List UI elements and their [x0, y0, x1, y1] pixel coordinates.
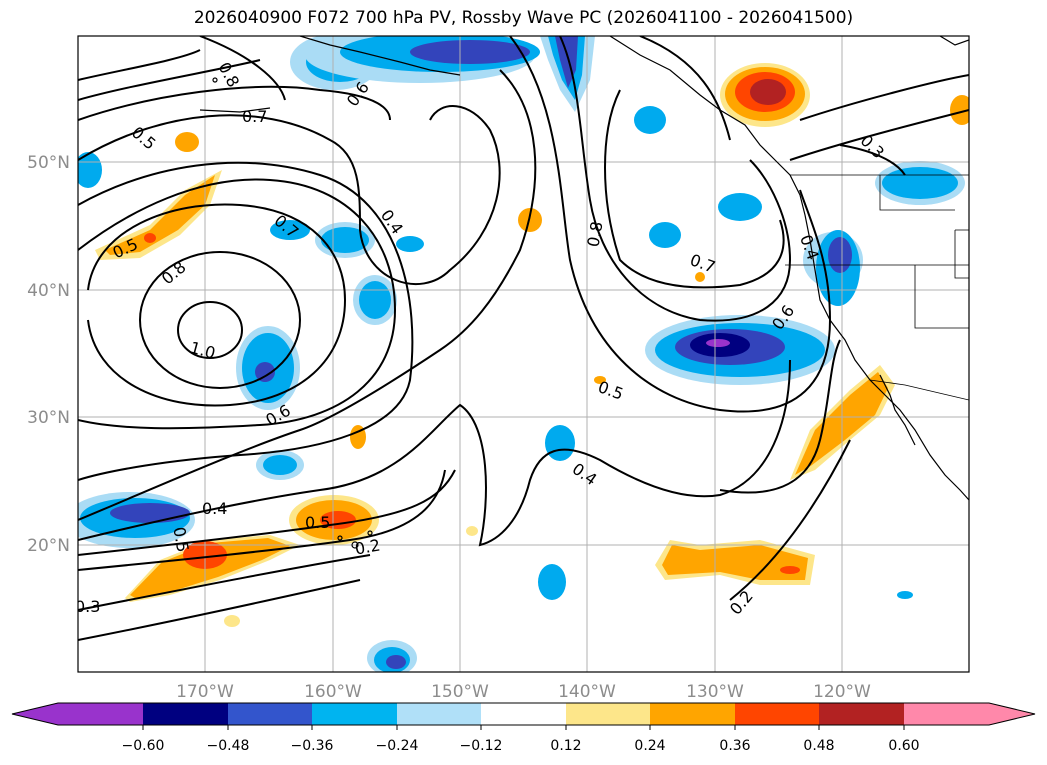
colorbar-segment — [143, 703, 228, 725]
lon-label-130w: 130°W — [686, 682, 744, 702]
colorbar-tick: 0.12 — [550, 738, 581, 754]
lat-label-50n: 50°N — [27, 153, 70, 173]
contour-label: 0.5 — [169, 525, 192, 553]
colorbar-tick: −0.24 — [376, 738, 419, 754]
colorbar-segment — [566, 703, 650, 725]
contour-label: 0.4 — [202, 499, 227, 518]
lon-label-120w: 120°W — [813, 682, 871, 702]
lat-label-30n: 30°N — [27, 408, 70, 428]
colorbar-segment — [312, 703, 397, 725]
lon-label-170w: 170°W — [176, 682, 234, 702]
colorbar-tick: −0.12 — [460, 738, 503, 754]
colorbar-tick: −0.60 — [122, 738, 165, 754]
lat-label-20n: 20°N — [27, 536, 70, 556]
contour-label: 0.5 — [305, 513, 330, 532]
pv-negative-anomalies — [78, 36, 965, 672]
contour-label: 0.7 — [242, 107, 267, 126]
colorbar-segment — [397, 703, 481, 725]
latitude-labels: 50°N 40°N 30°N 20°N — [27, 153, 70, 556]
longitude-labels: 170°W 160°W 150°W 140°W 130°W 120°W — [176, 682, 871, 702]
chart-title: 2026040900 F072 700 hPa PV, Rossby Wave … — [193, 8, 854, 28]
colorbar-tick: −0.48 — [207, 738, 250, 754]
colorbar-segment — [650, 703, 735, 725]
colorbar-segment — [735, 703, 819, 725]
contour-label: 0.8 — [583, 220, 606, 248]
pv-contours — [78, 36, 969, 641]
colorbar-tick: 0.36 — [719, 738, 750, 754]
boundaries — [785, 174, 969, 401]
colorbar: −0.60 −0.48 −0.36 −0.24 −0.12 0.12 0.24 … — [11, 702, 1036, 754]
colorbar-segment — [819, 703, 904, 725]
map-frame — [77, 35, 970, 673]
contour-label: 0.3 — [75, 597, 100, 616]
colorbar-segment — [481, 703, 566, 725]
colorbar-segment — [904, 703, 1035, 725]
colorbar-tick: 0.60 — [888, 738, 919, 754]
colorbar-tick: 0.24 — [634, 738, 665, 754]
map-plot-area: 0.8 0.7 0.5 0.6 0.4 0.3 0.5 0.8 0.7 1.0 … — [75, 36, 969, 672]
lon-label-140w: 140°W — [558, 682, 616, 702]
lat-label-40n: 40°N — [27, 281, 70, 301]
colorbar-segment — [228, 703, 312, 725]
lon-label-160w: 160°W — [304, 682, 362, 702]
colorbar-tick: 0.48 — [803, 738, 834, 754]
contour-label: 0.2 — [353, 535, 381, 558]
colorbar-tick: −0.36 — [291, 738, 334, 754]
lon-label-150w: 150°W — [431, 682, 489, 702]
colorbar-segment — [12, 703, 143, 725]
